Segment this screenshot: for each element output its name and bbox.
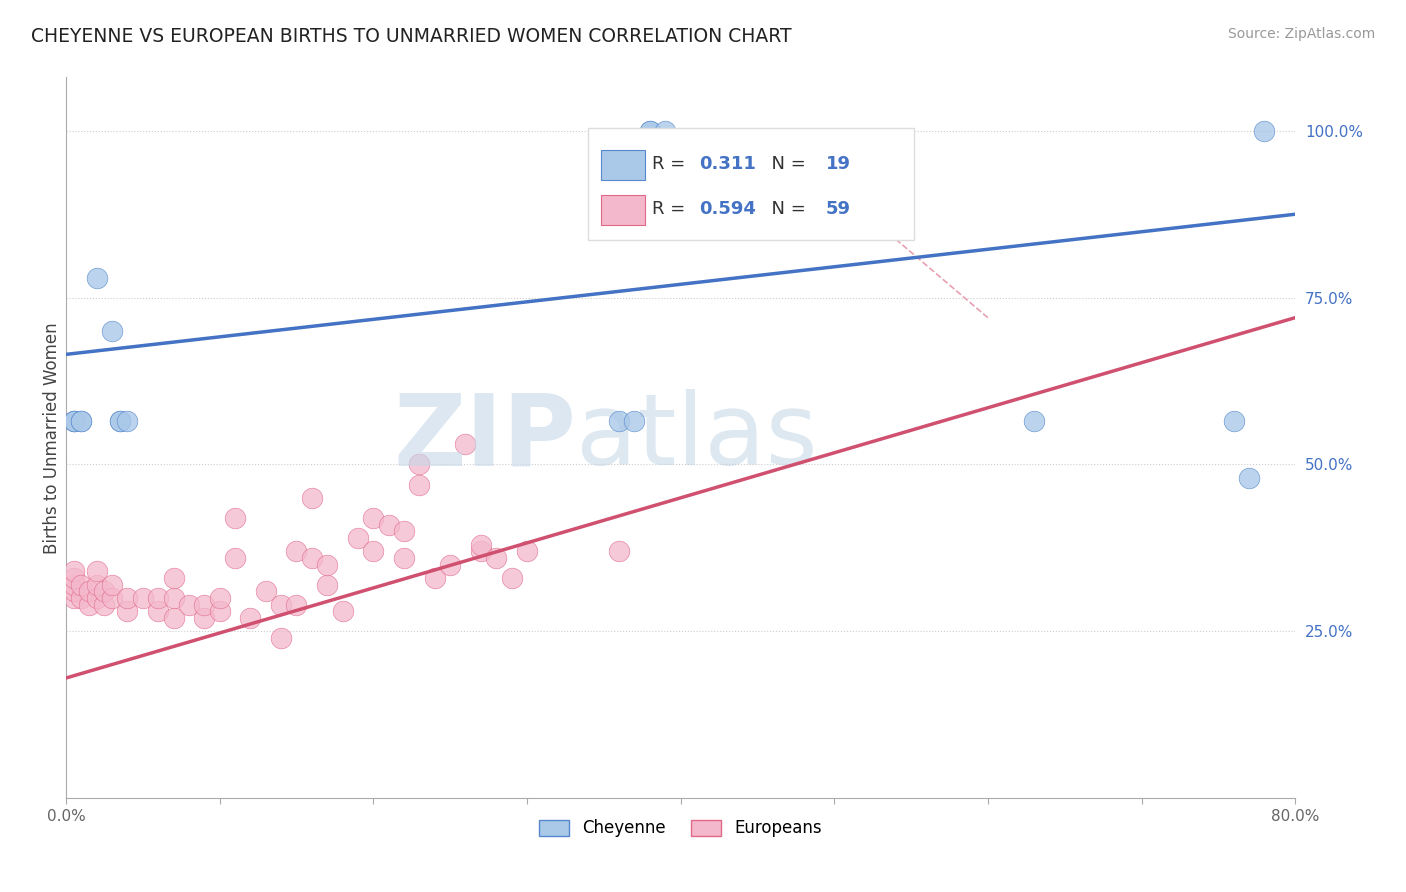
Point (347, 531, 370, 545)
Point (1222, 414, 1244, 428)
Point (162, 571, 184, 585)
Point (239, 611, 262, 625)
Point (316, 558, 339, 572)
Point (77, 584, 100, 599)
Point (62, 591, 84, 605)
Text: atlas: atlas (576, 389, 818, 486)
Point (62, 414, 84, 428)
Text: 0.594: 0.594 (699, 201, 756, 219)
Point (1022, 414, 1045, 428)
FancyBboxPatch shape (600, 150, 645, 180)
Point (70, 414, 93, 428)
Point (208, 591, 231, 605)
Point (270, 598, 292, 612)
Point (177, 598, 200, 612)
FancyBboxPatch shape (600, 195, 645, 225)
Legend: Cheyenne, Europeans: Cheyenne, Europeans (533, 813, 828, 844)
Point (62, 584, 84, 599)
Point (408, 458, 430, 472)
Point (285, 544, 308, 558)
Point (193, 598, 215, 612)
Point (132, 591, 155, 605)
Text: R =: R = (652, 201, 692, 219)
Point (454, 437, 477, 451)
Point (86, 564, 108, 578)
Point (485, 550, 508, 565)
Point (62, 414, 84, 428)
Point (117, 604, 139, 618)
Point (101, 591, 124, 605)
Point (148, 591, 170, 605)
Point (117, 414, 139, 428)
Point (224, 550, 246, 565)
Point (208, 604, 231, 618)
Text: N =: N = (761, 155, 813, 173)
Point (108, 414, 131, 428)
Point (162, 591, 184, 605)
Point (254, 584, 277, 599)
Text: CHEYENNE VS EUROPEAN BIRTHS TO UNMARRIED WOMEN CORRELATION CHART: CHEYENNE VS EUROPEAN BIRTHS TO UNMARRIED… (31, 27, 792, 45)
Text: N =: N = (761, 201, 813, 219)
Point (392, 524, 415, 539)
Point (62, 577, 84, 591)
Point (301, 491, 323, 505)
Point (62, 564, 84, 578)
Point (101, 324, 124, 338)
Point (516, 544, 538, 558)
Point (108, 414, 131, 428)
Point (470, 544, 492, 558)
Text: 19: 19 (825, 155, 851, 173)
Point (148, 604, 170, 618)
Point (332, 604, 354, 618)
Point (70, 591, 93, 605)
Point (654, 124, 676, 138)
Text: ZIP: ZIP (394, 389, 576, 486)
Point (392, 550, 415, 565)
Point (501, 571, 523, 585)
Point (86, 591, 108, 605)
Point (285, 598, 308, 612)
Text: 59: 59 (825, 201, 851, 219)
Point (607, 544, 630, 558)
Y-axis label: Births to Unmarried Women: Births to Unmarried Women (44, 322, 60, 554)
Point (439, 558, 461, 572)
Point (301, 550, 323, 565)
Point (377, 517, 399, 532)
Point (363, 544, 385, 558)
Point (470, 537, 492, 551)
Point (1253, 124, 1275, 138)
Text: Source: ZipAtlas.com: Source: ZipAtlas.com (1227, 27, 1375, 41)
Point (93, 584, 115, 599)
Point (70, 414, 93, 428)
FancyBboxPatch shape (588, 128, 914, 240)
Point (623, 414, 645, 428)
Text: 0.311: 0.311 (699, 155, 756, 173)
Point (86, 577, 108, 591)
Point (193, 611, 215, 625)
Point (162, 611, 184, 625)
Point (117, 591, 139, 605)
Point (270, 631, 292, 645)
Point (62, 571, 84, 585)
Point (93, 598, 115, 612)
Point (86, 270, 108, 285)
Point (62, 414, 84, 428)
Point (363, 511, 385, 525)
Point (423, 571, 446, 585)
Point (1237, 471, 1260, 485)
Point (408, 477, 430, 491)
Point (316, 577, 339, 591)
Point (101, 577, 124, 591)
Text: R =: R = (652, 155, 692, 173)
Point (77, 598, 100, 612)
Point (607, 414, 630, 428)
Point (224, 511, 246, 525)
Point (638, 124, 661, 138)
Point (70, 577, 93, 591)
Point (638, 124, 661, 138)
